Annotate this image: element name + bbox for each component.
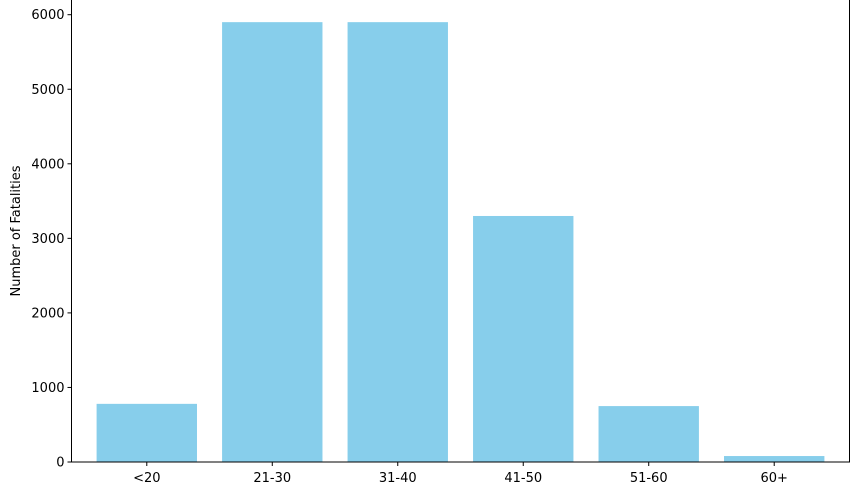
bar-5 [724, 456, 825, 462]
bar-3 [473, 215, 574, 462]
x-tick-label: <20 [133, 471, 160, 482]
x-tick-label: 21-30 [253, 471, 291, 482]
x-tick-label: 41-50 [504, 471, 542, 482]
x-tick-label: 31-40 [379, 471, 417, 482]
x-tick-label: 51-60 [630, 471, 668, 482]
bar-0 [96, 403, 197, 462]
y-tick-label: 4000 [31, 157, 64, 172]
x-tick-label: 60+ [760, 471, 787, 482]
bar-4 [598, 406, 699, 462]
y-tick-label: 3000 [31, 232, 64, 247]
bar-1 [222, 22, 323, 463]
bar-2 [347, 22, 448, 463]
y-tick-label: 2000 [31, 306, 64, 321]
y-axis-label: Number of Fatalities [9, 165, 24, 296]
y-tick-label: 5000 [31, 83, 64, 98]
axes-frame [71, 0, 850, 463]
y-tick-label: 6000 [31, 8, 64, 23]
y-tick-label: 1000 [31, 381, 64, 396]
y-tick-label: 0 [56, 456, 64, 471]
